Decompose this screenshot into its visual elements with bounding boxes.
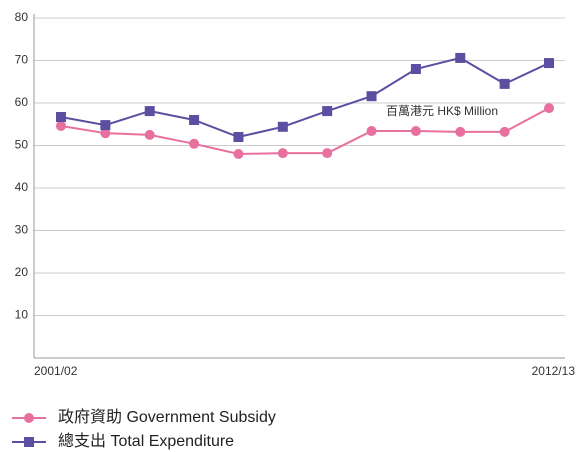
y-tick-label: 30 xyxy=(15,223,29,237)
y-tick-label: 80 xyxy=(15,10,29,24)
series-line xyxy=(60,107,550,156)
y-tick-label: 40 xyxy=(15,180,29,194)
data-point xyxy=(56,112,66,123)
data-point xyxy=(410,64,421,74)
y-tick-label: 10 xyxy=(15,308,29,322)
annotation: 百萬港元 HK$ Million xyxy=(386,104,498,118)
data-point xyxy=(233,132,244,142)
data-point xyxy=(189,115,200,125)
data-point xyxy=(322,148,333,159)
data-point xyxy=(544,58,554,69)
y-tick-label: 60 xyxy=(15,95,29,109)
data-point xyxy=(144,106,155,117)
data-point xyxy=(410,126,421,137)
legend-text: 總支出 Total Expenditure xyxy=(58,432,234,450)
data-point xyxy=(366,91,377,102)
data-point xyxy=(455,126,466,137)
data-point xyxy=(100,120,111,131)
data-point xyxy=(544,103,554,114)
data-point xyxy=(499,78,510,89)
data-point xyxy=(100,128,111,139)
data-point xyxy=(277,148,288,159)
data-point xyxy=(322,106,333,117)
series-line xyxy=(60,56,550,139)
x-tick-label: 2012/13 xyxy=(532,364,576,378)
y-tick-label: 20 xyxy=(15,265,29,279)
data-point xyxy=(189,138,200,149)
y-tick-label: 70 xyxy=(15,53,29,67)
data-point xyxy=(499,126,510,137)
data-point xyxy=(144,129,155,140)
y-tick-label: 50 xyxy=(15,138,29,152)
data-point xyxy=(366,126,377,137)
legend-text: 政府資助 Government Subsidy xyxy=(58,408,276,426)
x-tick-label: 2001/02 xyxy=(34,364,78,378)
legend-marker xyxy=(24,413,34,423)
legend-marker xyxy=(24,437,34,447)
data-point xyxy=(455,52,466,63)
data-point xyxy=(277,121,288,132)
data-point xyxy=(56,120,66,131)
data-point xyxy=(233,149,244,159)
